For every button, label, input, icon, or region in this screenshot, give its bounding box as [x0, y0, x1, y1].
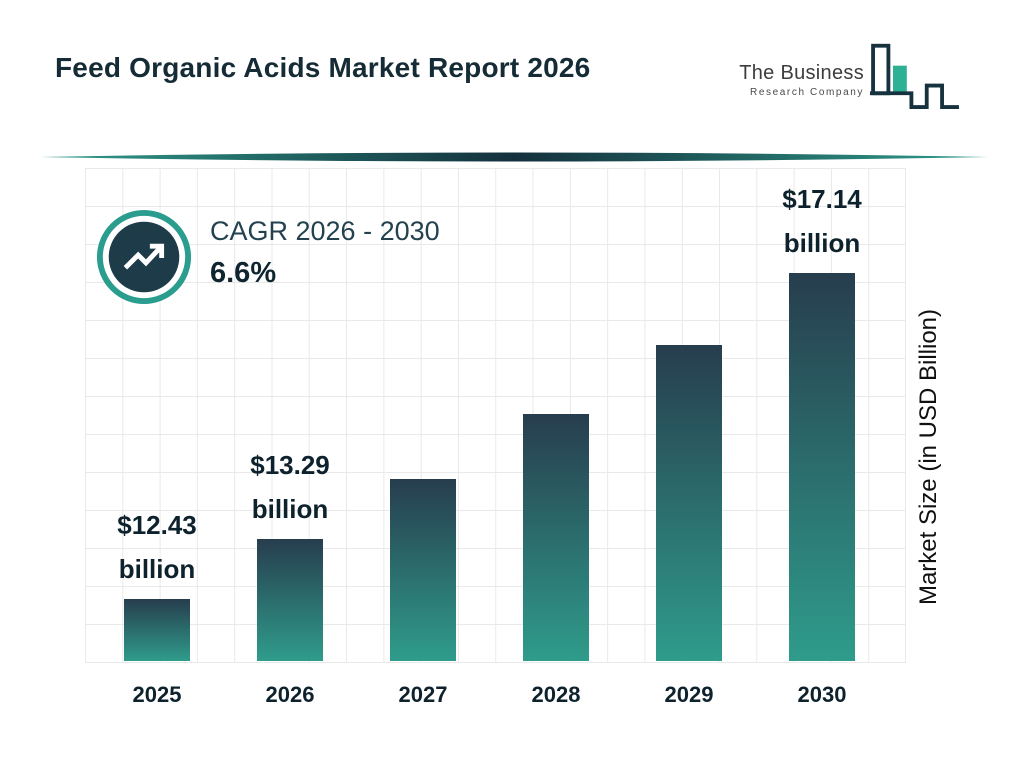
- logo-bar-filled-green: [893, 65, 907, 94]
- bar: [789, 273, 855, 661]
- x-axis-tick-label: 2027: [398, 682, 448, 707]
- page-title: Feed Organic Acids Market Report 2026: [55, 52, 591, 83]
- x-axis-tick-label: 2026: [265, 682, 315, 707]
- bar-group: [486, 414, 626, 661]
- bar-group: $13.29 billion: [220, 443, 360, 661]
- bar-group: $17.14 billion: [752, 177, 892, 661]
- trend-arrow-head: [149, 243, 165, 258]
- cagr-block: CAGR 2026 - 2030 6.6%: [210, 216, 440, 290]
- bar-value-amount: $17.14: [782, 183, 862, 214]
- chart-grid: [85, 168, 906, 663]
- y-axis-label: Market Size (in USD Billion): [915, 308, 942, 606]
- bar-value-label: $12.43 billion: [117, 503, 197, 591]
- bar: [523, 414, 589, 661]
- logo-text-secondary: Research Company: [750, 87, 864, 98]
- bar: [656, 345, 722, 661]
- bar-value-amount: $13.29: [250, 449, 330, 480]
- bar-value-amount: $12.43: [117, 509, 197, 540]
- divider: [40, 152, 988, 162]
- bar-group: [619, 345, 759, 661]
- x-axis-tick-label: 2025: [132, 682, 182, 707]
- bar-value-unit: billion: [118, 553, 196, 584]
- x-axis-tick-label: 2030: [797, 682, 847, 707]
- bar: [257, 539, 323, 661]
- x-axis-tick-label: 2029: [664, 682, 714, 707]
- company-logo: The Business Research Company: [739, 62, 864, 98]
- bar: [124, 599, 190, 661]
- cagr-value: 6.6%: [210, 257, 277, 289]
- logo-text-primary: The Business: [739, 62, 864, 84]
- bar: [390, 479, 456, 661]
- logo-bar-outline-tall: [871, 43, 891, 96]
- bar-value-label: $13.29 billion: [250, 443, 330, 531]
- bar-value-label: $17.14 billion: [782, 177, 862, 265]
- bar-group: [353, 479, 493, 661]
- x-axis-tick-label: 2028: [531, 682, 581, 707]
- cagr-label: CAGR 2026 - 2030: [210, 216, 440, 246]
- trend-up-icon: [96, 209, 192, 305]
- bar-value-unit: billion: [251, 493, 329, 524]
- logo-baseline: [870, 83, 959, 109]
- trend-arrow-line: [123, 244, 164, 270]
- logo-bars-icon: [870, 43, 959, 109]
- badge-disk: [108, 221, 180, 293]
- bar-value-unit: billion: [783, 227, 861, 258]
- bar-group: $12.43 billion: [87, 503, 227, 661]
